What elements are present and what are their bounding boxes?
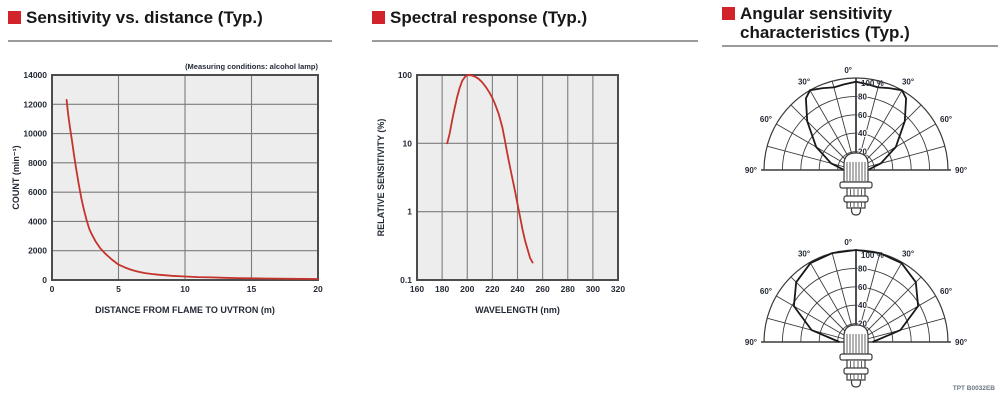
angle-label: 30° [798,250,810,259]
angle-label: 60° [940,115,952,124]
y-tick-label: 2000 [28,246,47,256]
radial-label: 40 [858,129,867,138]
angular-sensitivity-chart-top: 0° 30° 30° 60° 60° 90° 90° 100 % 80 60 40 20 [745,66,967,216]
polar-ring [781,96,931,171]
plot-border [416,74,619,281]
title-underline [8,40,332,42]
radial-label: 40 [858,301,867,310]
polar-ring [837,151,875,171]
panel-title-line1: Angular sensitivity [740,4,893,23]
polar-ring [763,77,949,171]
angle-label: 30° [902,78,914,87]
y-axis-title: RELATIVE SENSITIVITY (%) [376,119,386,237]
y-tick-label: 4000 [28,216,47,226]
plot-border [51,74,319,281]
title-underline [372,40,698,42]
polar-ring [781,268,931,343]
polar-ring [818,304,894,343]
panel-title-line2: characteristics (Typ.) [740,23,910,42]
polar-spoke [855,295,936,343]
x-tick-label: 15 [247,284,257,294]
x-tick-label: 260 [536,284,550,294]
uvtron-tube-drawing [839,152,873,216]
y-tick-label: 8000 [28,158,47,168]
polar-ring [800,286,912,343]
x-tick-label: 280 [561,284,575,294]
y-tick-label: 6000 [28,187,47,197]
panel-title-text: Angular sensitivity characteristics (Typ… [740,4,910,42]
x-axis-title: WAVELENGTH (nm) [475,305,560,315]
red-square-bullet-icon [8,11,21,24]
y-tick-label: 100 [398,70,412,80]
angular-sensitivity-chart-bottom: 0° 30° 30° 60° 60° 90° 90° 100 % 80 60 40 20 [745,238,967,388]
x-tick-label: 220 [485,284,499,294]
sensitivity-lobe [805,80,907,171]
y-tick-label: 0.1 [400,275,412,285]
polar-ring [800,114,912,171]
panel-title-text: Spectral response (Typ.) [390,8,588,27]
spectral-response-chart: 160 180 200 220 240 260 280 300 320 0.1 1 10 100 WAVE… [376,70,625,315]
y-tick-label: 10 [403,138,413,148]
radial-label: 60 [858,111,867,120]
y-tick-label: 12000 [23,99,47,109]
angle-label: 0° [844,238,852,247]
red-square-bullet-icon [722,7,735,20]
polar-spoke [776,295,857,343]
angle-label: 60° [940,287,952,296]
x-tick-label: 10 [180,284,190,294]
panel-title-spectral-response: Spectral response (Typ.) [372,8,698,27]
y-tick-label: 0 [42,275,47,285]
sensitivity-distance-chart: 0 5 10 15 20 0 2000 4000 6000 8000 10000 12000 14000… [11,62,323,315]
x-tick-label: 240 [510,284,524,294]
sensitivity-lobe [793,249,919,343]
y-tick-label: 1 [407,207,412,217]
panel-title-text: Sensitivity vs. distance (Typ.) [26,8,263,27]
radial-label: 20 [858,148,867,157]
red-square-bullet-icon [372,11,385,24]
x-tick-label: 300 [586,284,600,294]
title-underline [722,45,998,47]
uvtron-tube-drawing [839,324,873,388]
measuring-conditions-note: (Measuring conditions: alcohol lamp) [185,62,318,71]
data-curve [446,74,534,264]
angle-label: 0° [844,66,852,75]
angle-label: 30° [902,250,914,259]
angle-label: 60° [760,115,772,124]
x-tick-label: 180 [435,284,449,294]
panel-title-angular-sensitivity: Angular sensitivity characteristics (Typ… [722,4,998,42]
radial-label: 80 [858,92,867,101]
angle-label: 60° [760,287,772,296]
polar-ring [837,323,875,343]
x-tick-label: 160 [410,284,424,294]
x-tick-label: 20 [313,284,323,294]
angle-label: 90° [745,338,757,347]
x-tick-label: 5 [116,284,121,294]
polar-spoke [767,145,857,171]
angle-label: 90° [955,166,967,175]
x-tick-label: 0 [50,284,55,294]
radial-label: 100 % [861,251,884,260]
polar-spoke [855,145,945,171]
radial-label: 80 [858,264,867,273]
radial-label: 100 % [861,79,884,88]
radial-label: 20 [858,320,867,329]
radial-label: 60 [858,283,867,292]
angle-label: 30° [798,78,810,87]
x-tick-label: 320 [611,284,625,294]
angle-label: 90° [955,338,967,347]
x-axis-title: DISTANCE FROM FLAME TO UVTRON (m) [95,305,275,315]
y-tick-label: 14000 [23,70,47,80]
y-tick-label: 10000 [23,129,47,139]
x-tick-label: 200 [460,284,474,294]
angle-label: 90° [745,166,757,175]
y-axis-title: COUNT (min⁻¹) [11,145,21,209]
data-curve [65,99,319,280]
panel-title-sensitivity-distance: Sensitivity vs. distance (Typ.) [8,8,338,27]
document-code: TPT B0032EB [952,385,995,392]
